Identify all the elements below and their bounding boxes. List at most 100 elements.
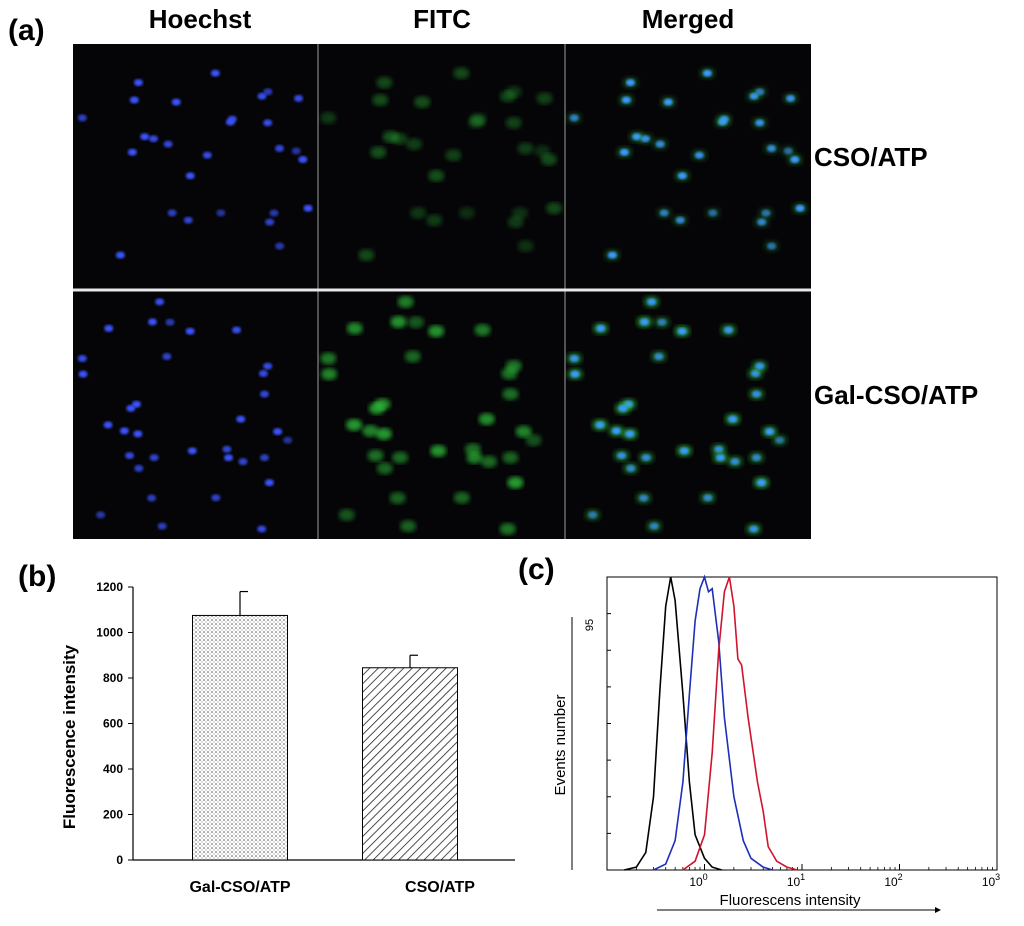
fitc-cell xyxy=(515,425,532,438)
merged-nucleus xyxy=(751,454,761,462)
fitc-cell xyxy=(346,418,363,431)
merged-nucleus xyxy=(751,390,761,398)
hoechst-nucleus xyxy=(275,144,285,152)
hoechst-nucleus xyxy=(129,96,139,104)
hoechst-nucleus xyxy=(163,140,173,148)
row-label-gal-cso-atp: Gal-CSO/ATP xyxy=(814,380,979,410)
fitc-cell xyxy=(517,142,534,155)
hoechst-nucleus xyxy=(294,94,304,102)
fitc-cell xyxy=(428,325,445,338)
fitc-cell xyxy=(320,111,337,124)
merged-nucleus xyxy=(757,218,767,226)
histogram-frame xyxy=(606,576,998,871)
fitc-cell xyxy=(346,322,363,335)
fitc-cell xyxy=(430,444,447,457)
fitc-cell xyxy=(478,413,495,426)
hoechst-nucleus xyxy=(187,447,197,455)
bar-chart: 0 200 400 600 800 1000 1200 Gal-CSO/ATP CSO/ATP … xyxy=(55,575,525,915)
merged-nucleus xyxy=(640,135,650,143)
hoechst-nucleus xyxy=(210,69,220,77)
histogram-curve-0 xyxy=(624,576,722,871)
merged-nucleus xyxy=(775,436,785,444)
hoechst-nucleus xyxy=(185,327,195,335)
hoechst-nucleus xyxy=(263,119,273,127)
hoechst-nucleus xyxy=(222,445,232,453)
hoechst-nucleus xyxy=(183,216,193,224)
fitc-cell xyxy=(426,214,443,227)
hoechst-nucleus xyxy=(171,98,181,106)
merged-nucleus xyxy=(724,326,734,334)
hoechst-nucleus xyxy=(77,114,87,122)
merged-nucleus xyxy=(749,525,759,533)
hoechst-nucleus xyxy=(257,92,267,100)
hoechst-nucleus xyxy=(298,156,308,164)
column-header-fitc: FITC xyxy=(413,4,471,34)
hoechst-nucleus xyxy=(133,79,143,87)
merged-nucleus xyxy=(596,324,606,332)
histogram-curve-1 xyxy=(653,574,773,871)
merged-nucleus xyxy=(694,151,704,159)
merged-nucleus xyxy=(621,96,631,104)
histogram-chart-svg: 95 100 101 102 103 Events number Fluorescens… xyxy=(552,574,1000,913)
bar-y-tick-label: 600 xyxy=(103,717,123,731)
fitc-cell xyxy=(372,94,389,107)
merged-nucleus xyxy=(655,140,665,148)
merged-nucleus xyxy=(716,454,726,462)
fitc-cell xyxy=(458,206,475,219)
bar-y-tick-label: 1200 xyxy=(96,580,123,594)
hoechst-nucleus xyxy=(162,352,172,360)
fitc-cell xyxy=(505,85,522,98)
hoechst-nucleus xyxy=(211,494,221,502)
merged-nucleus xyxy=(761,209,771,217)
merged-nucleus xyxy=(595,421,605,429)
bar-y-tick-label: 800 xyxy=(103,671,123,685)
histogram-y-label: Events number xyxy=(552,695,569,796)
hoechst-nucleus xyxy=(103,421,113,429)
fitc-cell xyxy=(391,132,408,145)
merged-nucleus xyxy=(783,147,793,155)
hoechst-nucleus xyxy=(155,298,165,306)
merged-nucleus xyxy=(714,445,724,453)
hoechst-nucleus xyxy=(115,251,125,259)
fitc-cell xyxy=(512,207,529,220)
merged-nucleus xyxy=(708,209,718,217)
merged-nucleus xyxy=(588,511,598,519)
bar-y-tick-label: 400 xyxy=(103,762,123,776)
merged-nucleus xyxy=(647,298,657,306)
bar-1 xyxy=(362,667,458,861)
merged-nucleus xyxy=(767,242,777,250)
merged-nucleus xyxy=(659,209,669,217)
panel-b-label: (b) xyxy=(18,560,57,593)
bar-y-tick-label: 1000 xyxy=(96,626,123,640)
fitc-cell xyxy=(534,145,551,158)
hoechst-nucleus xyxy=(257,525,267,533)
merged-nucleus xyxy=(730,458,740,466)
histogram-x-tick-label: 101 xyxy=(787,872,805,889)
microscopy-images xyxy=(73,44,811,539)
fitc-cell xyxy=(375,427,392,440)
fitc-cell xyxy=(480,455,497,468)
fitc-cell xyxy=(368,402,385,415)
merged-nucleus xyxy=(618,404,628,412)
fitc-cell xyxy=(536,92,553,105)
fitc-cell xyxy=(397,295,414,308)
merged-nucleus xyxy=(639,494,649,502)
hoechst-nucleus xyxy=(264,479,274,487)
hoechst-nucleus xyxy=(291,147,301,155)
fitc-cell xyxy=(525,434,542,447)
fitc-cell xyxy=(414,96,431,109)
merged-nucleus xyxy=(755,362,765,370)
merged-nucleus xyxy=(755,119,765,127)
merged-nucleus xyxy=(625,430,635,438)
fitc-cell xyxy=(474,323,491,336)
merged-nucleus xyxy=(765,428,775,436)
fitc-cell xyxy=(389,491,406,504)
fitc-cell xyxy=(499,522,516,535)
hoechst-nucleus xyxy=(119,427,129,435)
merged-nucleus xyxy=(786,94,796,102)
fitc-cell xyxy=(466,451,483,464)
hoechst-nucleus xyxy=(167,209,177,217)
fitc-cell xyxy=(502,388,519,401)
bar-y-tick-label: 0 xyxy=(116,853,123,867)
